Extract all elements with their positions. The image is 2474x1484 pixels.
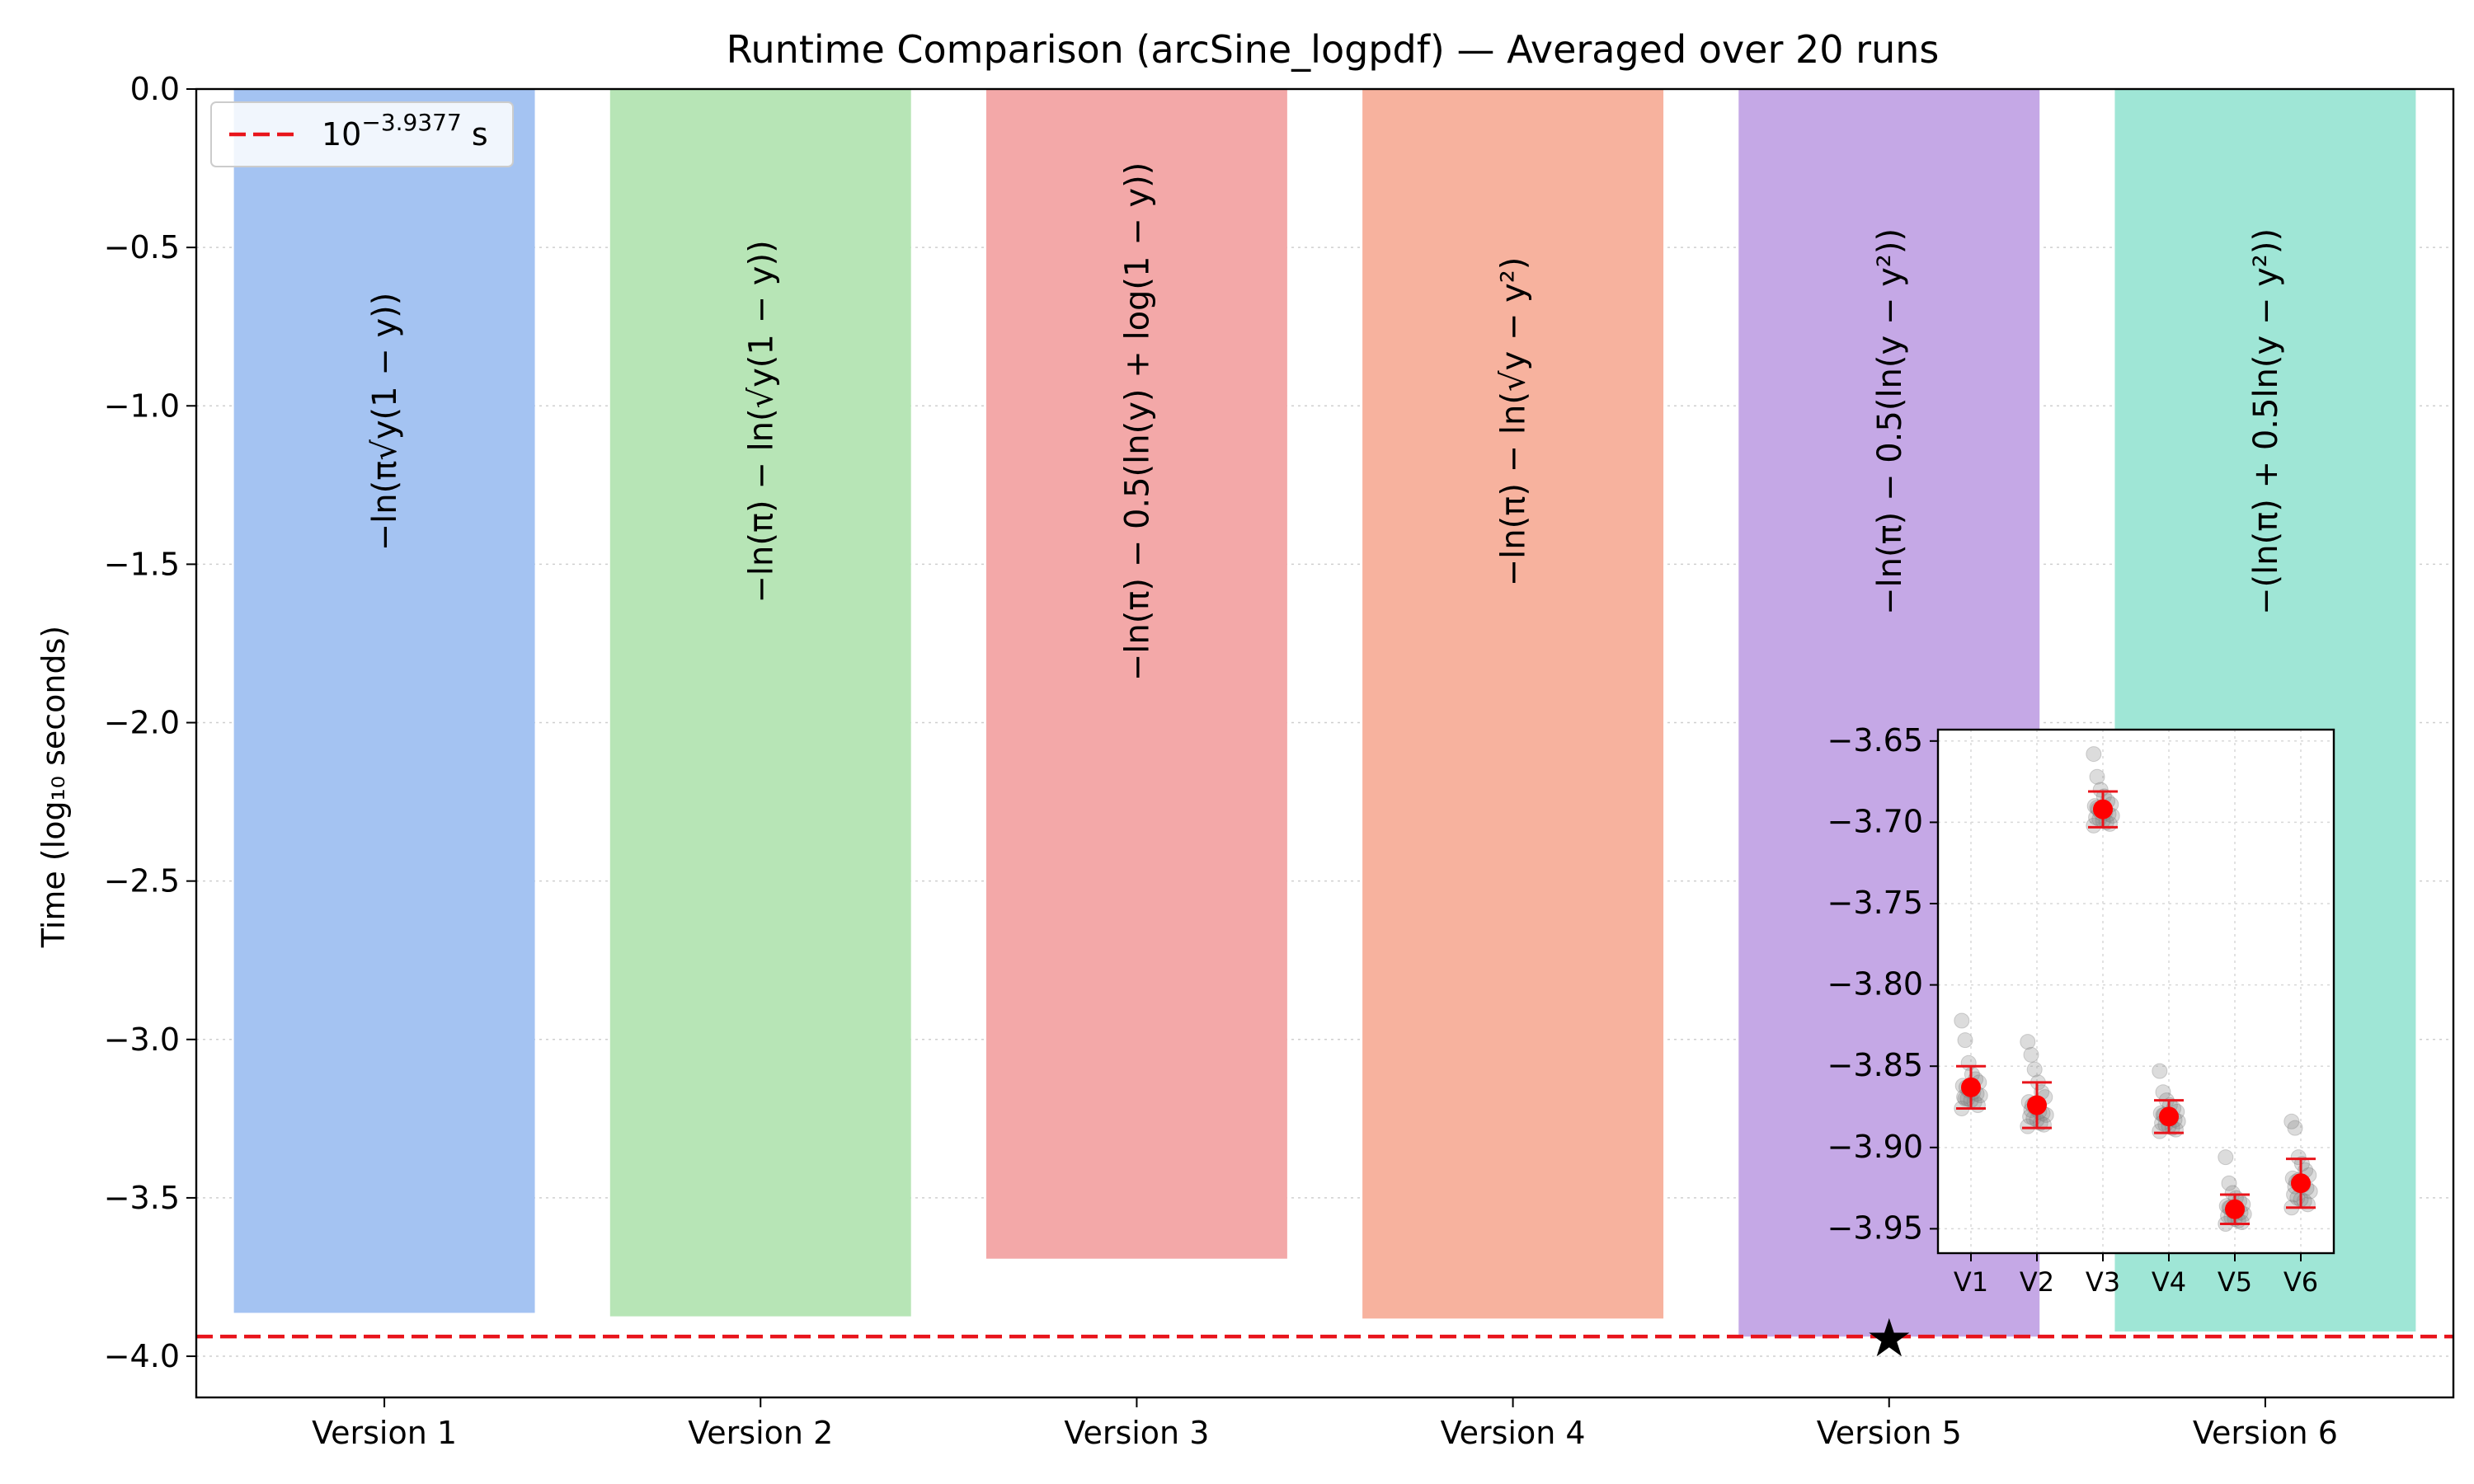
bars bbox=[233, 89, 2416, 1337]
inset-y-tick-label: −3.65 bbox=[1827, 722, 1923, 758]
inset-run-point bbox=[2284, 1113, 2300, 1129]
inset-y-tick-label: −3.95 bbox=[1827, 1209, 1923, 1246]
bar-2 bbox=[609, 89, 911, 1317]
inset-y-tick-label: −3.80 bbox=[1827, 966, 1923, 1003]
x-tick-label: Version 5 bbox=[1817, 1415, 1962, 1451]
inset-run-point bbox=[2221, 1175, 2237, 1191]
inset-run-point bbox=[2023, 1046, 2039, 1063]
inset-x-tick-label: V2 bbox=[2020, 1266, 2054, 1298]
formula-label-3: −ln(π) − 0.5(ln(y) + log(1 − y)) bbox=[1118, 162, 1156, 682]
x-tick-label: Version 2 bbox=[688, 1415, 833, 1451]
y-tick-label: −3.0 bbox=[104, 1021, 180, 1058]
inset-run-point bbox=[2086, 746, 2102, 763]
legend-label-base: 10 bbox=[322, 116, 361, 153]
inset-run-point bbox=[1957, 1032, 1973, 1049]
formula-labels: −ln(π√y(1 − y)) −ln(π) − ln(√y(1 − y)) −ln… bbox=[366, 162, 2285, 682]
bar-3 bbox=[985, 89, 1287, 1259]
inset-x-tick-label: V1 bbox=[1954, 1266, 1988, 1298]
inset-mean-point bbox=[2093, 799, 2113, 819]
inset-y-tick-label: −3.75 bbox=[1827, 885, 1923, 921]
reference-line: ★ bbox=[196, 1308, 2453, 1369]
formula-label-2: −ln(π) − ln(√y(1 − y)) bbox=[742, 240, 780, 603]
inset-run-point bbox=[2026, 1061, 2043, 1078]
x-tick-label: Version 1 bbox=[312, 1415, 457, 1451]
y-tick-label: −2.0 bbox=[104, 705, 180, 741]
inset-run-point bbox=[2092, 782, 2109, 798]
x-tick-label: Version 6 bbox=[2193, 1415, 2338, 1451]
formula-label-6: −(ln(π) + 0.5ln(y − y²)) bbox=[2247, 228, 2285, 615]
formula-label-1: −ln(π√y(1 − y)) bbox=[366, 293, 404, 552]
inset-scatter: −3.65 −3.70 −3.75 −3.80 −3.85 −3.90 −3.95 V1 V2 V… bbox=[1827, 722, 2335, 1298]
inset-run-point bbox=[2290, 1149, 2307, 1166]
inset-mean-point bbox=[2291, 1173, 2311, 1194]
inset-y-tick-label: −3.85 bbox=[1827, 1047, 1923, 1083]
chart-title: Runtime Comparison (arcSine_logpdf) — Av… bbox=[727, 27, 1940, 72]
inset-x-tick-label: V5 bbox=[2218, 1266, 2252, 1298]
y-tick-label: −3.5 bbox=[104, 1180, 180, 1216]
bar-1 bbox=[233, 89, 535, 1313]
legend: 10−3.9377 s bbox=[210, 101, 514, 167]
inset-run-point bbox=[2218, 1149, 2234, 1166]
inset-mean-point bbox=[2159, 1106, 2179, 1127]
best-marker-star: ★ bbox=[1865, 1308, 1912, 1369]
inset-run-point bbox=[2287, 1120, 2303, 1136]
y-axis-ticks: 0.0 −0.5 −1.0 −1.5 −2.0 −2.5 −3.0 −3.5 −4.0 bbox=[104, 71, 196, 1374]
inset-frame bbox=[1936, 728, 2335, 1255]
legend-label-unit: s bbox=[462, 116, 488, 153]
y-tick-label: −2.5 bbox=[104, 863, 180, 899]
y-tick-label: −1.0 bbox=[104, 387, 180, 424]
bar-4 bbox=[1362, 89, 1664, 1319]
x-tick-label: Version 4 bbox=[1441, 1415, 1586, 1451]
formula-label-4: −ln(π) − ln(√y − y²) bbox=[1495, 257, 1533, 587]
inset-run-point bbox=[2020, 1034, 2036, 1050]
grid-lines bbox=[196, 88, 2453, 1357]
inset-run-point bbox=[2020, 1118, 2036, 1134]
legend-label: 10−3.9377 s bbox=[322, 109, 488, 153]
inset-y-tick-label: −3.90 bbox=[1827, 1129, 1923, 1165]
inset-run-point bbox=[2089, 768, 2105, 785]
legend-box bbox=[210, 101, 514, 167]
inset-run-point bbox=[2152, 1063, 2168, 1079]
inset-mean-point bbox=[2027, 1095, 2047, 1115]
plot-frame bbox=[195, 87, 2455, 1399]
inset-run-point bbox=[2152, 1123, 2168, 1139]
x-tick-label: Version 3 bbox=[1064, 1415, 1209, 1451]
formula-label-5: −ln(π) − 0.5(ln(y − y²)) bbox=[1871, 228, 1909, 615]
inset-run-point bbox=[1954, 1012, 1970, 1029]
y-tick-label: −4.0 bbox=[104, 1338, 180, 1374]
y-axis-label: Time (log₁₀ seconds) bbox=[35, 626, 72, 949]
inset-run-point bbox=[2086, 817, 2102, 834]
inset-run-point bbox=[2299, 1196, 2316, 1213]
y-tick-label: −1.5 bbox=[104, 546, 180, 582]
y-tick-label: −0.5 bbox=[104, 229, 180, 265]
x-axis-ticks: Version 1 Version 2 Version 3 Version 4 Vers… bbox=[312, 1397, 2338, 1451]
inset-background bbox=[1938, 730, 2334, 1253]
inset-mean-point bbox=[2225, 1199, 2245, 1219]
inset-mean-point bbox=[1961, 1077, 1981, 1097]
inset-x-tick-label: V4 bbox=[2152, 1266, 2186, 1298]
inset-y-tick-label: −3.70 bbox=[1827, 803, 1923, 839]
inset-x-tick-label: V6 bbox=[2284, 1266, 2318, 1298]
inset-run-point bbox=[2035, 1116, 2052, 1133]
inset-x-tick-label: V3 bbox=[2086, 1266, 2120, 1298]
legend-label-exponent: −3.9377 bbox=[361, 109, 461, 136]
y-tick-label: 0.0 bbox=[130, 71, 180, 107]
